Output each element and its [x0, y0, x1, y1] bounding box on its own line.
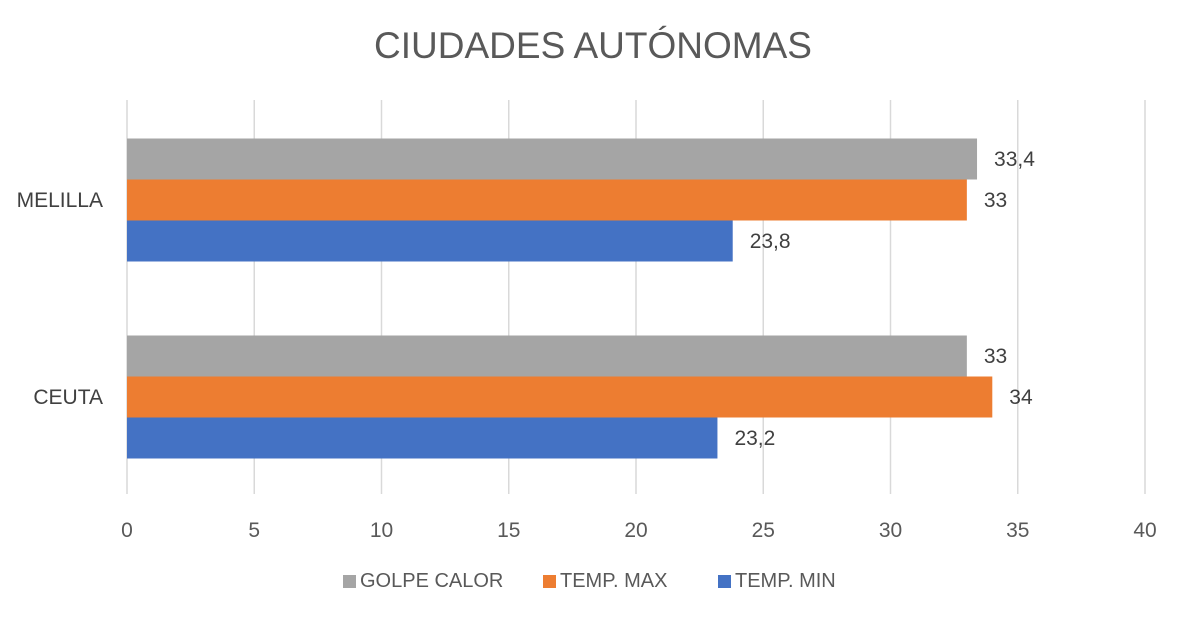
data-label: 33,4 — [994, 148, 1035, 171]
data-label: 33 — [984, 189, 1007, 212]
bar[interactable] — [127, 376, 993, 418]
bars — [127, 138, 993, 459]
x-tick-label: 5 — [248, 519, 260, 542]
bar[interactable] — [127, 179, 967, 221]
x-tick-label: 0 — [121, 519, 133, 542]
bar[interactable] — [127, 138, 978, 180]
x-tick-label: 30 — [879, 519, 902, 542]
x-tick-label: 10 — [370, 519, 393, 542]
category-label: CEUTA — [33, 386, 103, 409]
axis-labels: 0 5 10 15 20 25 30 35 40 MELILLA CEUTA — [17, 189, 1157, 542]
x-tick-label: 40 — [1133, 519, 1156, 542]
data-label: 33 — [984, 345, 1007, 368]
bar[interactable] — [127, 220, 733, 262]
data-label: 23,2 — [734, 427, 775, 450]
x-tick-label: 35 — [1006, 519, 1029, 542]
chart-title: CIUDADES AUTÓNOMAS — [374, 25, 812, 66]
legend-label[interactable]: TEMP. MAX — [560, 570, 667, 592]
data-label: 34 — [1009, 386, 1033, 409]
legend-swatch — [343, 575, 356, 588]
legend-label[interactable]: TEMP. MIN — [735, 570, 836, 592]
x-tick-label: 15 — [497, 519, 520, 542]
legend-swatch — [718, 575, 731, 588]
bar[interactable] — [127, 335, 967, 377]
x-tick-label: 20 — [624, 519, 647, 542]
category-label: MELILLA — [17, 189, 103, 212]
legend[interactable]: GOLPE CALOR TEMP. MAX TEMP. MIN — [343, 570, 836, 592]
data-label: 23,8 — [750, 230, 791, 253]
x-tick-label: 25 — [752, 519, 775, 542]
bar[interactable] — [127, 417, 718, 459]
legend-swatch — [543, 575, 556, 588]
legend-label[interactable]: GOLPE CALOR — [360, 570, 503, 592]
